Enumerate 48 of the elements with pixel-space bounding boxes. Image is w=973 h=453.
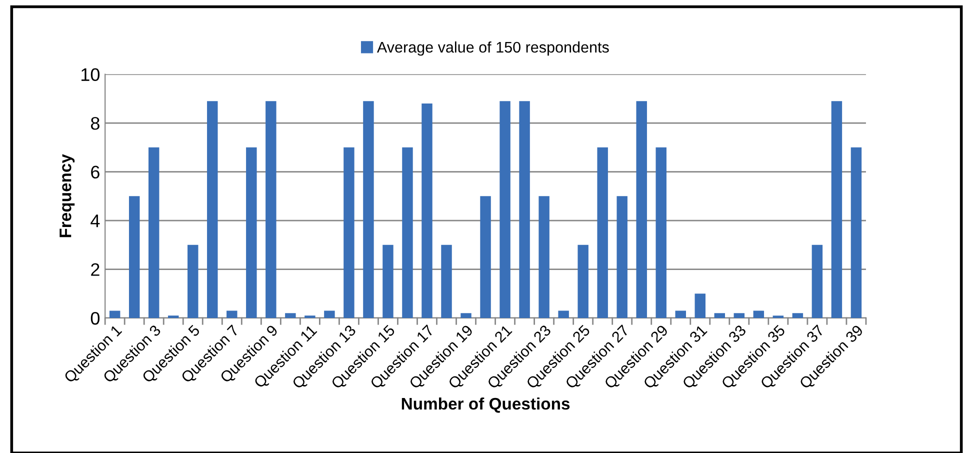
bar (597, 147, 608, 318)
bar (500, 101, 510, 318)
bar (266, 101, 276, 318)
bar (675, 310, 686, 318)
bar (226, 310, 238, 318)
bar (519, 101, 530, 318)
bar (441, 244, 452, 318)
bar (812, 244, 823, 318)
bar (558, 310, 569, 318)
legend-label: Average value of 150 respondents (376, 41, 609, 56)
bar (148, 147, 160, 318)
x-axis-title: Number of Questions (402, 397, 570, 413)
bar (636, 101, 647, 318)
bar (460, 313, 472, 318)
bar (382, 244, 394, 318)
bar (538, 196, 550, 318)
bar (792, 313, 804, 318)
bar (402, 147, 413, 318)
y-tick-label: 10 (82, 68, 100, 82)
bar (694, 294, 706, 318)
bar (109, 310, 120, 318)
bar (285, 313, 296, 318)
bar (656, 147, 666, 318)
y-tick-label: 8 (90, 116, 100, 130)
bar (772, 316, 784, 318)
bar (578, 244, 588, 318)
bar (188, 244, 198, 318)
bar (304, 316, 316, 318)
bar (324, 310, 335, 318)
bar (344, 147, 354, 318)
bar (207, 101, 218, 318)
bar (422, 104, 432, 318)
bar (734, 313, 745, 318)
bar (753, 310, 764, 318)
bar (363, 101, 374, 318)
bar (714, 313, 726, 318)
y-axis-title: Frequency (60, 154, 75, 238)
bar (168, 316, 179, 318)
bar (616, 196, 628, 318)
bar (246, 147, 257, 318)
y-tick-label: 0 (90, 312, 100, 325)
y-tick-label: 6 (91, 166, 100, 178)
y-tick-label: 2 (91, 263, 100, 276)
y-tick-label: 4 (90, 214, 100, 228)
bar (128, 196, 140, 318)
bar (831, 101, 842, 318)
bar (850, 147, 862, 318)
bar (480, 196, 491, 318)
